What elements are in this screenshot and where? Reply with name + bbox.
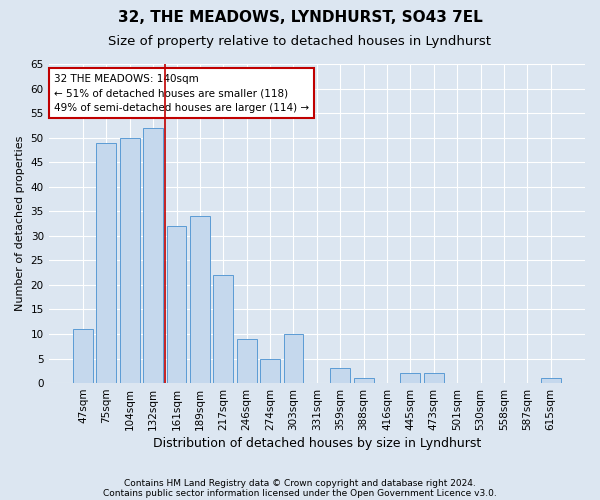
Bar xyxy=(143,128,163,383)
Y-axis label: Number of detached properties: Number of detached properties xyxy=(15,136,25,311)
Bar xyxy=(97,142,116,383)
Text: Size of property relative to detached houses in Lyndhurst: Size of property relative to detached ho… xyxy=(109,35,491,48)
Bar xyxy=(424,374,443,383)
Bar xyxy=(260,358,280,383)
Bar xyxy=(330,368,350,383)
Bar xyxy=(284,334,304,383)
Bar xyxy=(167,226,187,383)
Text: Contains HM Land Registry data © Crown copyright and database right 2024.: Contains HM Land Registry data © Crown c… xyxy=(124,478,476,488)
Bar xyxy=(237,339,257,383)
Bar xyxy=(353,378,374,383)
Bar xyxy=(214,275,233,383)
Text: 32 THE MEADOWS: 140sqm
← 51% of detached houses are smaller (118)
49% of semi-de: 32 THE MEADOWS: 140sqm ← 51% of detached… xyxy=(54,74,309,113)
Bar xyxy=(400,374,421,383)
Text: Contains public sector information licensed under the Open Government Licence v3: Contains public sector information licen… xyxy=(103,488,497,498)
X-axis label: Distribution of detached houses by size in Lyndhurst: Distribution of detached houses by size … xyxy=(153,437,481,450)
Bar xyxy=(73,329,93,383)
Bar xyxy=(541,378,560,383)
Bar xyxy=(120,138,140,383)
Text: 32, THE MEADOWS, LYNDHURST, SO43 7EL: 32, THE MEADOWS, LYNDHURST, SO43 7EL xyxy=(118,10,482,25)
Bar xyxy=(190,216,210,383)
